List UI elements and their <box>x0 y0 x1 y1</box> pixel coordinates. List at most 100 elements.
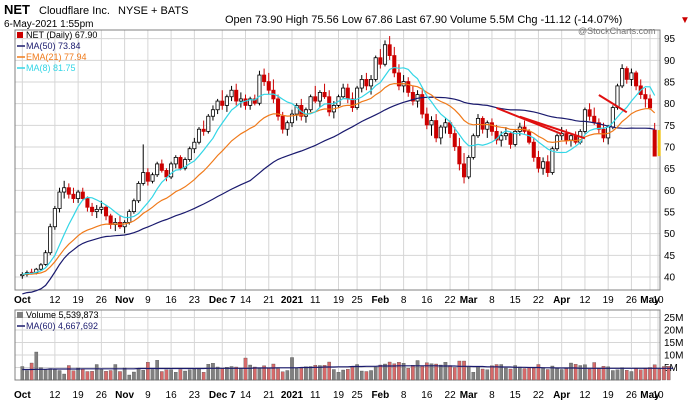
x-tick-label: 19 <box>603 390 615 401</box>
volume-bar <box>415 360 420 381</box>
volume-bar <box>406 368 411 381</box>
volume-bar <box>308 366 313 381</box>
volume-bar <box>648 367 652 381</box>
candle-body <box>48 226 53 254</box>
volume-bar <box>359 370 364 381</box>
candle-body <box>322 92 327 98</box>
candle-body <box>66 187 71 195</box>
volume-bar <box>67 365 71 381</box>
volume-bar <box>141 370 145 381</box>
candle-body <box>150 174 155 182</box>
x-tick-label: 26 <box>626 295 638 306</box>
volume-bar <box>294 368 299 381</box>
x-tick-label: 2021 <box>281 295 304 306</box>
volume-bar <box>401 363 406 381</box>
volume-bar <box>299 368 304 381</box>
candle-body <box>373 57 378 80</box>
candle-body <box>629 72 634 80</box>
volume-bar <box>71 370 76 381</box>
candle-body <box>38 264 43 270</box>
last-price-marker <box>657 130 661 157</box>
candle-body <box>434 120 439 139</box>
x-tick-label: 26 <box>96 295 108 306</box>
candle-body <box>187 148 192 160</box>
volume-bar <box>397 362 401 381</box>
candle-body <box>210 109 215 117</box>
volume-bar <box>378 364 383 381</box>
candle-body <box>169 163 174 178</box>
volume-bar <box>178 369 183 381</box>
x-tick-label: Nov <box>115 390 134 401</box>
volume-bar <box>569 362 573 381</box>
volume-bar <box>448 365 452 381</box>
x-tick-label: 25 <box>352 295 364 306</box>
x-tick-label: 10 <box>652 390 664 401</box>
candle-body <box>382 44 388 65</box>
volume-bar <box>160 371 164 381</box>
candle-body <box>80 191 85 199</box>
x-tick-label: 11 <box>310 390 321 401</box>
candle-body <box>262 74 267 82</box>
candle-body <box>145 172 150 182</box>
price-grid <box>15 30 660 290</box>
volume-bar <box>611 370 615 381</box>
x-tick-label: Feb <box>371 295 389 306</box>
volume-bar <box>229 366 234 381</box>
volume-bar <box>62 373 66 381</box>
x-tick-label: 19 <box>73 295 85 306</box>
volume-bar <box>666 366 671 381</box>
candle-body <box>243 98 248 106</box>
x-tick-label: 8 <box>401 295 407 306</box>
volume-bar <box>532 367 536 381</box>
candle-body <box>90 206 95 212</box>
volume-bar <box>439 364 443 381</box>
volume-bar <box>169 369 173 381</box>
candle-body <box>257 74 262 104</box>
volume-bar <box>80 368 85 381</box>
legend-volume: Volume 5,539,873 <box>26 310 99 320</box>
volume-bar <box>346 369 350 381</box>
x-tick-label: 22 <box>445 390 457 401</box>
x-tick-label: 14 <box>240 390 252 401</box>
volume-bar <box>262 365 266 381</box>
candle-body <box>350 98 355 108</box>
price-tick-label: 65 <box>664 164 676 175</box>
candle-body <box>224 96 229 106</box>
candle-body <box>531 141 536 158</box>
candle-body <box>550 148 555 173</box>
candle-body <box>317 92 322 102</box>
volume-bar <box>559 369 564 381</box>
candle-body <box>429 120 434 126</box>
candle-body <box>508 133 513 145</box>
volume-bar <box>341 369 345 381</box>
volume-bar <box>485 369 490 381</box>
candle-body <box>159 163 164 171</box>
candle-body <box>410 92 415 102</box>
x-tick-label: 15 <box>510 295 522 306</box>
volume-bar <box>318 365 322 381</box>
candle-body <box>438 126 443 139</box>
volume-bar <box>304 366 308 381</box>
volume-bar <box>225 367 229 381</box>
volume-bar <box>369 370 373 381</box>
volume-bar <box>48 368 53 381</box>
x-tick-label: 21 <box>263 295 275 306</box>
volume-bar <box>25 370 29 381</box>
candle-body <box>615 85 620 108</box>
candle-body <box>406 81 411 93</box>
volume-bars <box>20 351 671 381</box>
volume-bar <box>564 368 569 381</box>
candle-body <box>620 68 625 87</box>
volume-bar <box>499 364 504 381</box>
volume-bar <box>490 365 494 381</box>
candle-body <box>173 156 178 165</box>
x-tick-label: Mar <box>460 295 478 306</box>
volume-bar <box>355 364 359 381</box>
x-tick-label: Feb <box>371 390 389 401</box>
volume-bar <box>332 369 336 381</box>
candle-body <box>131 200 136 212</box>
volume-bar <box>434 363 438 381</box>
volume-bar <box>234 366 238 381</box>
price-tick-label: 70 <box>664 143 676 154</box>
